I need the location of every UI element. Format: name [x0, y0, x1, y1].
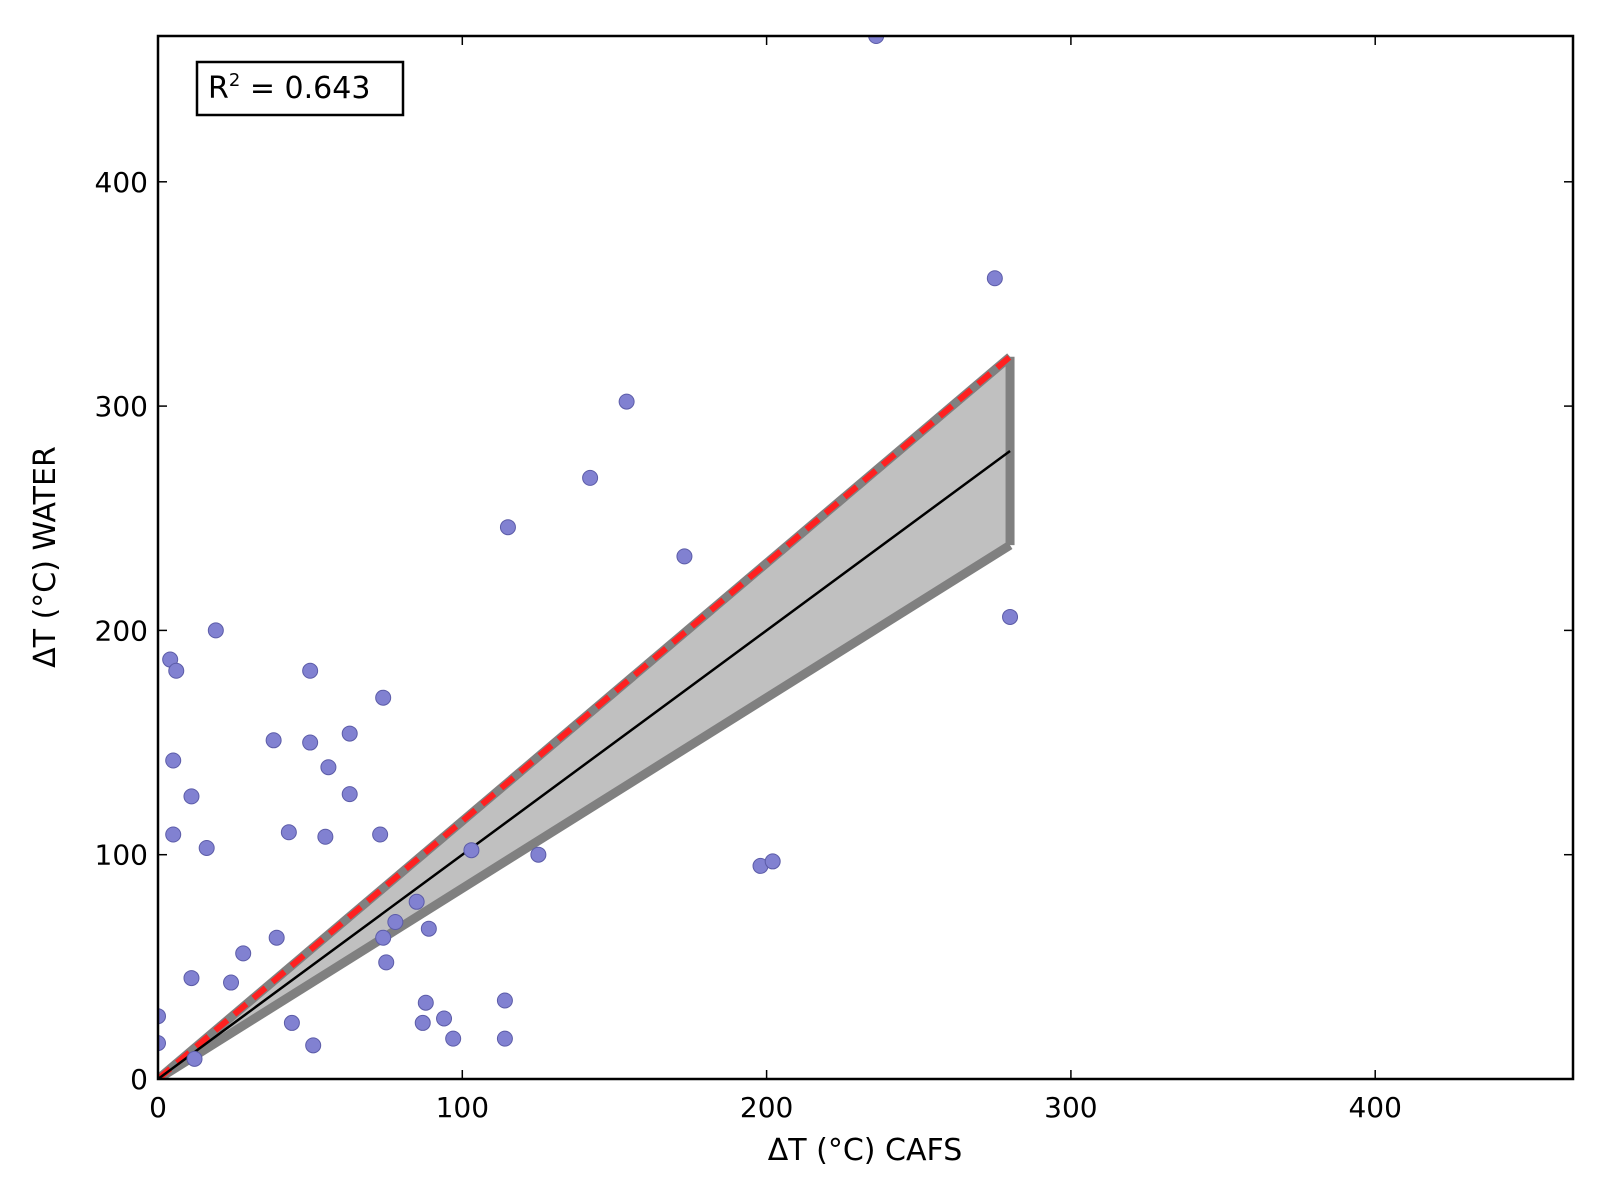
x-tick-label: 0	[149, 1091, 167, 1124]
data-point	[375, 929, 392, 946]
band-lower-edge	[158, 541, 1013, 1079]
data-point	[198, 839, 215, 856]
data-point	[168, 662, 185, 679]
data-point	[305, 1037, 322, 1054]
data-point	[676, 548, 693, 565]
y-tick-label: 400	[95, 166, 148, 199]
r2-prefix: R	[208, 71, 229, 106]
data-point	[183, 788, 200, 805]
x-tick-label: 400	[1348, 1091, 1401, 1124]
data-point	[183, 970, 200, 987]
data-point	[1002, 608, 1019, 625]
data-point	[868, 36, 885, 44]
data-point	[530, 846, 547, 863]
data-point	[158, 1008, 166, 1025]
axis-ticks: 0 100 200 300 400 0 100 200 300 400	[95, 36, 1573, 1124]
data-point	[302, 734, 319, 751]
data-point	[341, 786, 358, 803]
y-tick-label: 200	[95, 614, 148, 647]
fit-lines	[158, 354, 1012, 1079]
x-tick-label: 200	[740, 1091, 793, 1124]
data-point	[280, 824, 297, 841]
data-point	[165, 752, 182, 769]
data-point	[186, 1050, 203, 1067]
data-point	[408, 893, 425, 910]
data-point	[235, 945, 252, 962]
y-tick-label: 300	[95, 390, 148, 423]
data-point	[158, 1035, 166, 1052]
data-point	[268, 929, 285, 946]
data-points	[158, 36, 1019, 1067]
data-point	[764, 853, 781, 870]
fit-line	[158, 449, 1011, 1079]
data-point	[320, 759, 337, 776]
data-point	[499, 519, 516, 536]
data-point	[496, 992, 513, 1009]
data-point	[986, 270, 1003, 287]
x-tick-label: 100	[436, 1091, 489, 1124]
data-point	[317, 828, 334, 845]
plot-frame	[156, 34, 1575, 1081]
data-point	[445, 1030, 462, 1047]
data-point	[302, 662, 319, 679]
data-point	[375, 689, 392, 706]
data-point	[417, 994, 434, 1011]
y-axis-label: ΔT (°C) WATER	[28, 446, 63, 668]
annotation-box	[195, 60, 405, 117]
data-point	[582, 469, 599, 486]
data-point	[436, 1010, 453, 1027]
data-point	[341, 725, 358, 742]
r2-value: = 0.643	[240, 71, 370, 106]
data-point	[378, 954, 395, 971]
r-squared-annotation: R2 = 0.643	[195, 60, 405, 117]
r2-exponent: 2	[229, 70, 240, 91]
x-tick-label: 300	[1044, 1091, 1097, 1124]
data-point	[265, 732, 282, 749]
data-point	[387, 913, 404, 930]
x-axis-label: ΔT (°C) CAFS	[768, 1133, 963, 1168]
data-point	[463, 842, 480, 859]
data-point	[372, 826, 389, 843]
data-point	[207, 622, 224, 639]
data-point	[223, 974, 240, 991]
dashed-red-line	[158, 354, 1012, 1079]
data-point	[414, 1014, 431, 1031]
y-tick-label: 0	[130, 1063, 148, 1096]
y-tick-label: 100	[95, 839, 148, 872]
data-point	[420, 920, 437, 937]
data-point	[283, 1014, 300, 1031]
annotation-text: R2 = 0.643	[208, 70, 370, 106]
data-point	[165, 826, 182, 843]
data-point	[618, 393, 635, 410]
data-point	[496, 1030, 513, 1047]
